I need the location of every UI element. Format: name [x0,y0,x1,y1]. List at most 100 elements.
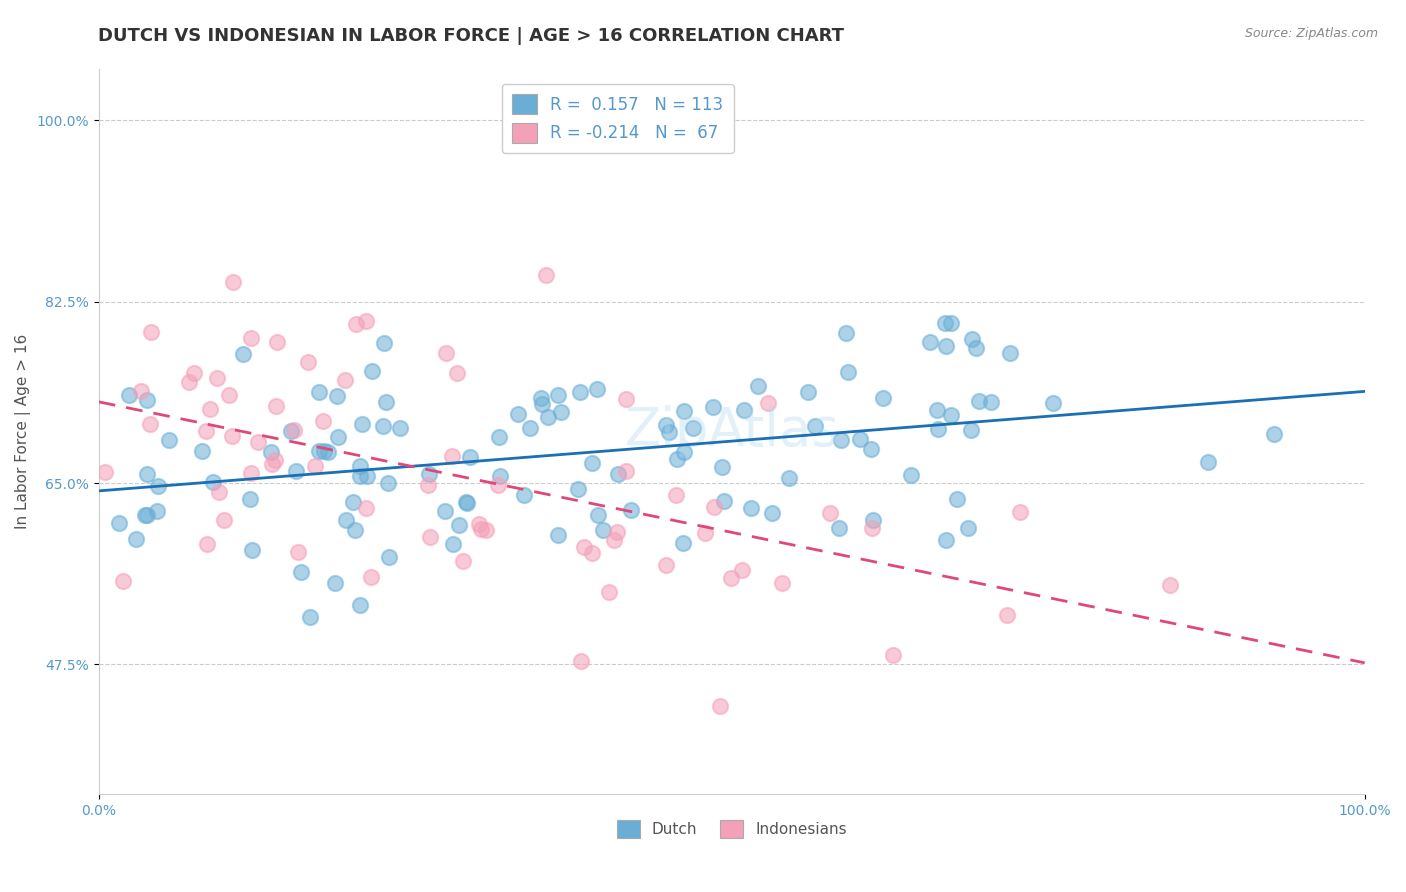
Point [967,394,990,409]
Point [447,518,470,533]
Point [620,503,643,517]
Point [585,383,607,397]
Point [456,495,478,509]
Point [308,385,330,400]
Point [828,521,851,535]
Point [586,508,609,523]
Point [547,528,569,542]
Point [1159,578,1181,592]
Point [264,453,287,467]
Point [373,418,395,433]
Point [107,516,129,531]
Point [125,532,148,546]
Point [830,433,852,447]
Point [349,459,371,474]
Point [862,513,884,527]
Point [470,522,492,536]
Point [962,332,984,346]
Point [434,346,457,360]
Point [349,599,371,613]
Point [980,395,1002,409]
Point [232,347,254,361]
Point [112,574,135,589]
Point [1263,426,1285,441]
Point [489,468,512,483]
Point [702,400,724,414]
Point [860,521,883,535]
Point [859,442,882,457]
Point [965,341,987,355]
Point [287,545,309,559]
Point [440,449,463,463]
Point [183,366,205,380]
Point [818,506,841,520]
Point [323,575,346,590]
Point [419,530,441,544]
Point [927,402,949,417]
Point [242,542,264,557]
Point [607,467,630,481]
Point [616,392,638,407]
Point [342,495,364,509]
Point [603,533,626,547]
Point [834,326,856,340]
Point [939,316,962,330]
Point [709,698,731,713]
Point [266,334,288,349]
Text: DUTCH VS INDONESIAN IN LABOR FORCE | AGE > 16 CORRELATION CHART: DUTCH VS INDONESIAN IN LABOR FORCE | AGE… [98,27,845,45]
Point [354,314,377,328]
Point [488,430,510,444]
Point [682,421,704,435]
Point [177,375,200,389]
Text: ZipAtlas: ZipAtlas [624,405,839,458]
Point [733,403,755,417]
Point [710,459,733,474]
Point [418,477,440,491]
Point [665,452,688,467]
Point [389,421,412,435]
Point [731,562,754,576]
Point [531,396,554,410]
Point [312,443,335,458]
Point [138,417,160,431]
Legend: Dutch, Indonesians: Dutch, Indonesians [610,814,853,845]
Point [939,409,962,423]
Point [94,465,117,479]
Point [195,424,218,438]
Point [900,468,922,483]
Point [957,521,980,535]
Point [418,467,440,481]
Point [658,425,681,439]
Point [136,392,159,407]
Point [360,364,382,378]
Point [567,482,589,496]
Point [136,508,159,522]
Point [534,268,557,282]
Point [665,488,688,502]
Point [837,364,859,378]
Point [797,385,820,400]
Point [756,396,779,410]
Point [673,403,696,417]
Point [474,523,496,537]
Point [198,402,221,417]
Point [207,370,229,384]
Point [946,492,969,507]
Point [920,334,942,349]
Point [672,445,695,459]
Point [298,610,321,624]
Point [572,540,595,554]
Point [720,571,742,585]
Point [761,506,783,520]
Point [508,407,530,421]
Point [778,471,800,485]
Point [468,517,491,532]
Point [139,325,162,339]
Point [326,430,349,444]
Point [606,525,628,540]
Point [134,508,156,522]
Point [547,388,569,402]
Point [191,443,214,458]
Point [280,424,302,438]
Point [129,384,152,399]
